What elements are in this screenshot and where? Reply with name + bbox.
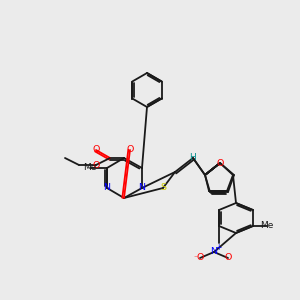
- Text: O: O: [92, 160, 100, 169]
- Text: O: O: [224, 254, 232, 262]
- Text: O: O: [92, 146, 100, 154]
- Text: ⁻: ⁻: [193, 254, 197, 262]
- Text: N: N: [139, 184, 145, 193]
- Text: Me: Me: [83, 164, 97, 172]
- Text: S: S: [160, 184, 166, 193]
- Text: O: O: [126, 146, 134, 154]
- Text: O: O: [196, 254, 204, 262]
- Text: O: O: [216, 158, 224, 167]
- Text: Me: Me: [260, 221, 274, 230]
- Text: +: +: [215, 242, 221, 251]
- Text: N: N: [211, 248, 218, 256]
- Text: H: H: [190, 154, 196, 163]
- Text: N: N: [103, 184, 110, 193]
